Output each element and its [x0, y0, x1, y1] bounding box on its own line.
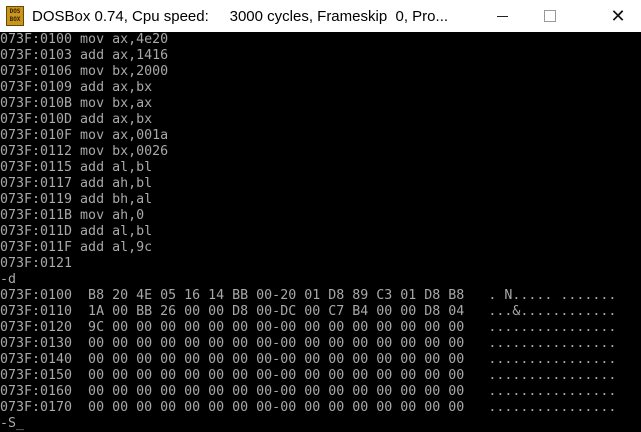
- terminal-line: -d: [0, 272, 17, 287]
- terminal-line: 073F:0119 add bh,al: [0, 192, 153, 207]
- minimize-button[interactable]: [479, 0, 525, 32]
- terminal-line: 073F:011B mov ah,0: [0, 208, 145, 223]
- terminal-line: 073F:011D add al,bl: [0, 224, 153, 239]
- dos-terminal[interactable]: 073F:0100 mov ax,4e20 073F:0103 add ax,14…: [0, 32, 641, 432]
- terminal-line: 073F:010F mov ax,001a: [0, 128, 169, 143]
- terminal-line: 073F:0170 00 00 00 00 00 00 00 00-00 00 …: [0, 400, 617, 415]
- terminal-line: 073F:0109 add ax,bx: [0, 80, 153, 95]
- terminal-line: 073F:0160 00 00 00 00 00 00 00 00-00 00 …: [0, 384, 617, 399]
- terminal-line: 073F:010B mov bx,ax: [0, 96, 153, 111]
- window-title: DOSBox 0.74, Cpu speed: 3000 cycles, Fra…: [32, 7, 449, 25]
- terminal-line: 073F:0140 00 00 00 00 00 00 00 00-00 00 …: [0, 352, 617, 367]
- terminal-line: 073F:010D add ax,bx: [0, 112, 153, 127]
- terminal-line: 073F:0117 add ah,bl: [0, 176, 153, 191]
- title-bar: DOS BOX DOSBox 0.74, Cpu speed: 3000 cycl…: [0, 0, 641, 32]
- terminal-line: 073F:0120 9C 00 00 00 00 00 00 00-00 00 …: [0, 320, 617, 335]
- terminal-line: 073F:0103 add ax,1416: [0, 48, 169, 63]
- terminal-line: -S_: [0, 416, 25, 431]
- terminal-line: 073F:0150 00 00 00 00 00 00 00 00-00 00 …: [0, 368, 617, 383]
- terminal-line: 073F:0100 B8 20 4E 05 16 14 BB 00-20 01 …: [0, 288, 617, 303]
- dosbox-logo-icon: DOS BOX: [6, 6, 24, 26]
- maximize-button[interactable]: [527, 0, 573, 32]
- terminal-line: 073F:0100 mov ax,4e20: [0, 32, 169, 47]
- close-icon: ✕: [610, 5, 626, 27]
- terminal-line: 073F:0121: [0, 256, 73, 271]
- terminal-line: 073F:011F add al,9c: [0, 240, 153, 255]
- terminal-line: 073F:0130 00 00 00 00 00 00 00 00-00 00 …: [0, 336, 617, 351]
- terminal-line: 073F:0115 add al,bl: [0, 160, 153, 175]
- terminal-line: 073F:0110 1A 00 BB 26 00 00 D8 00-DC 00 …: [0, 304, 617, 319]
- close-button[interactable]: ✕: [595, 0, 641, 32]
- terminal-line: 073F:0112 mov bx,0026: [0, 144, 169, 159]
- maximize-icon: [544, 10, 556, 22]
- terminal-line: 073F:0106 mov bx,2000: [0, 64, 169, 79]
- minimize-icon: [496, 15, 508, 17]
